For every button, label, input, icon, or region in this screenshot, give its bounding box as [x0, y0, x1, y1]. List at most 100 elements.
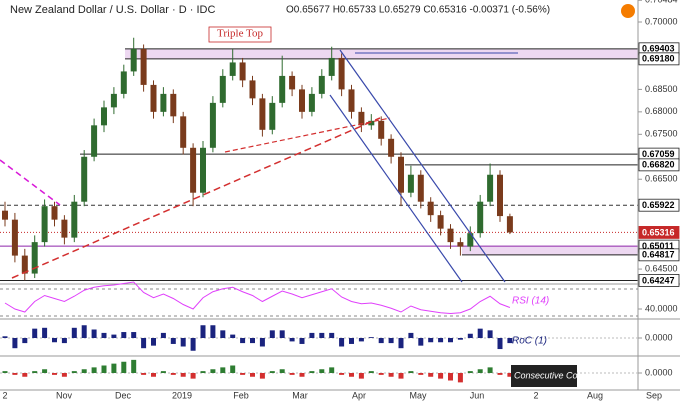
roc-bar [180, 338, 186, 347]
roc-bar [81, 325, 87, 338]
header-bg [0, 0, 638, 18]
consecutive-bar [388, 373, 394, 377]
roc-bar [22, 338, 28, 344]
x-tick-label: Dec [115, 390, 132, 400]
x-tick-label: Aug [587, 390, 603, 400]
level-label: 0.67059 [642, 149, 675, 159]
consecutive-bar [339, 373, 345, 375]
candle-body [219, 75, 226, 103]
roc-bar [339, 338, 345, 347]
candle-body [308, 93, 315, 112]
chart-title: New Zealand Dollar / U.S. Dollar · D · I… [10, 4, 215, 16]
candle-body [269, 102, 276, 130]
candle-body [229, 62, 236, 76]
roc-bar [200, 325, 206, 338]
consecutive-bar [210, 369, 216, 373]
y-tick-label: 0.68500 [645, 84, 678, 94]
candle-body [328, 57, 335, 76]
consecutive-bar [200, 371, 206, 373]
candle-body [110, 93, 117, 108]
candle-body [61, 219, 68, 238]
y-tick-label: 0.70000 [645, 16, 678, 26]
roc-bar [269, 330, 275, 338]
roc-bar [42, 327, 48, 338]
roc-bar [170, 338, 176, 344]
candle-body [417, 174, 424, 202]
consecutive-bar [448, 373, 453, 381]
roc-bar [240, 338, 246, 344]
roc-bar [210, 325, 216, 338]
consecutive-bar [507, 373, 513, 377]
consecutive-bar [190, 373, 196, 379]
candle-body [71, 201, 78, 238]
x-tick-label: Feb [233, 390, 249, 400]
consecutive-bar [101, 365, 107, 373]
roc-bar [408, 332, 414, 338]
level-label: 0.69403 [642, 44, 675, 54]
trend-line [224, 117, 391, 153]
level-label: 0.65316 [642, 227, 675, 237]
consecutive-bar [487, 367, 493, 373]
roc-bar [121, 332, 127, 338]
consecutive-bar [329, 367, 335, 373]
consecutive-bar [160, 371, 166, 373]
roc-bar [230, 334, 236, 338]
y-tick-label: 0.68000 [645, 106, 678, 116]
consecutive-bar [299, 373, 305, 377]
consecutive-bar [180, 373, 186, 377]
roc-bar [279, 330, 285, 338]
x-tick-label: 2 [533, 390, 538, 400]
candle-body [447, 228, 454, 243]
plot [0, 37, 638, 281]
level-label-box [638, 248, 680, 262]
candle-body [140, 48, 147, 85]
consecutive-bar [408, 371, 414, 373]
x-tick-label: Apr [352, 390, 366, 400]
annotation: Triple Top [217, 28, 263, 40]
candle-body [378, 120, 385, 139]
candle-body [477, 201, 484, 234]
candle-body [249, 80, 256, 99]
candle-body [388, 138, 395, 157]
consecutive-bar [2, 371, 8, 373]
consecutive-bar [368, 371, 374, 373]
roc-bar [309, 332, 315, 338]
roc-bar [2, 336, 8, 338]
consecutive-bar [497, 373, 503, 375]
consecutive-bar [418, 373, 424, 375]
candle-body [51, 206, 58, 220]
indicator-label: RoC (1) [512, 336, 547, 347]
consecutive-bar [131, 359, 137, 373]
consecutive-bar [477, 369, 483, 373]
candle-body [358, 111, 365, 126]
roc-bar [329, 332, 335, 338]
candle-body [289, 75, 296, 90]
level-label-box [638, 274, 680, 287]
settings-icon[interactable] [621, 4, 635, 18]
consecutive-bar [428, 373, 434, 377]
candle-body [398, 156, 404, 193]
roc-bar [358, 338, 364, 342]
roc-bar [91, 329, 97, 338]
roc-bar [190, 338, 196, 351]
consecutive-bar [170, 373, 176, 375]
indicator-label: RSI (14) [512, 296, 549, 307]
consecutive-bar [121, 361, 127, 373]
consecutive-bar [269, 371, 275, 373]
candle-body [150, 84, 157, 112]
consecutive-bar [358, 373, 364, 379]
consecutive-bar [220, 367, 226, 373]
y-tick-label: 0.0000 [645, 332, 673, 342]
roc-bar [438, 338, 444, 343]
roc-bar [368, 337, 374, 338]
candle-body [91, 125, 98, 157]
roc-bar [71, 327, 77, 338]
candle-body [180, 116, 187, 148]
trend-line [11, 117, 381, 279]
candle-body [160, 93, 167, 112]
candle-body [407, 174, 414, 193]
y-tick-label: 0.66500 [645, 174, 678, 184]
roc-bar [160, 332, 166, 338]
roc-bar [388, 338, 394, 344]
zone [462, 246, 638, 255]
